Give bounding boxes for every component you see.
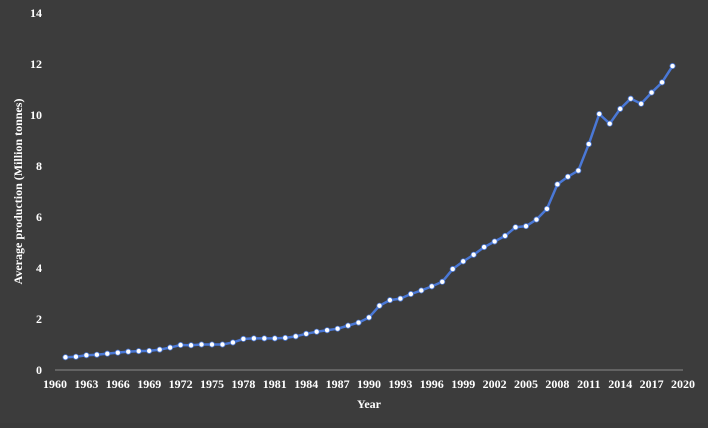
x-tick-label: 1978 (231, 377, 255, 391)
data-point (481, 244, 488, 251)
data-point (397, 295, 404, 302)
data-point (261, 335, 268, 342)
y-tick-label: 4 (36, 261, 42, 275)
data-point (585, 141, 592, 148)
x-tick-label: 2011 (577, 377, 600, 391)
data-point (460, 258, 467, 265)
data-point (240, 335, 247, 342)
data-point (282, 334, 289, 341)
data-point (470, 251, 477, 258)
data-point (83, 352, 90, 359)
data-point (407, 291, 414, 298)
data-point (219, 341, 226, 348)
data-point (648, 89, 655, 96)
x-tick-label: 2020 (671, 377, 695, 391)
x-tick-label: 1972 (169, 377, 193, 391)
data-point (596, 110, 603, 117)
series-line (65, 65, 674, 359)
data-point (523, 223, 530, 230)
data-point (135, 348, 142, 355)
data-point (313, 328, 320, 335)
x-tick-label: 2017 (640, 377, 664, 391)
data-point (271, 335, 278, 342)
data-point (564, 173, 571, 180)
data-point (554, 181, 561, 188)
data-point (114, 349, 121, 356)
data-point (617, 105, 624, 112)
data-point (198, 341, 205, 348)
data-point (659, 79, 666, 86)
data-point (512, 224, 519, 231)
data-point (93, 351, 100, 358)
x-tick-label: 1960 (43, 377, 67, 391)
data-point (428, 283, 435, 290)
y-tick-label: 2 (36, 312, 42, 326)
data-point (606, 120, 613, 127)
data-point (502, 232, 509, 239)
y-tick-labels: 0 2 4 6 8 10 12 14 (30, 6, 42, 377)
data-point (303, 330, 310, 337)
x-tick-label: 1993 (388, 377, 412, 391)
data-point (188, 342, 195, 349)
x-axis-title: Year (357, 397, 382, 411)
y-tick-label: 6 (36, 210, 42, 224)
data-point (167, 344, 174, 351)
data-point (208, 341, 215, 348)
data-point (292, 333, 299, 340)
data-point (449, 266, 456, 273)
data-points (62, 63, 676, 361)
x-tick-label: 2014 (608, 377, 632, 391)
x-tick-label: 2002 (483, 377, 507, 391)
data-point (125, 348, 132, 355)
data-point (627, 95, 634, 102)
data-point (638, 100, 645, 107)
x-tick-labels: 1960 1963 1966 1969 1972 1975 1978 1981 1984 1987… (43, 377, 695, 391)
data-point (345, 322, 352, 329)
data-point (324, 327, 331, 334)
x-tick-label: 1999 (451, 377, 475, 391)
data-point (376, 302, 383, 309)
y-tick-label: 10 (30, 108, 42, 122)
y-tick-label: 14 (30, 6, 42, 20)
data-point (229, 339, 236, 346)
x-tick-label: 1987 (326, 377, 350, 391)
x-tick-label: 1996 (420, 377, 444, 391)
data-point (386, 297, 393, 304)
x-tick-label: 1975 (200, 377, 224, 391)
x-tick-label: 1981 (263, 377, 287, 391)
x-tick-label: 1963 (74, 377, 98, 391)
x-tick-label: 1984 (294, 377, 318, 391)
x-tick-label: 1990 (357, 377, 381, 391)
data-point (543, 205, 550, 212)
x-tick-label: 1969 (137, 377, 161, 391)
data-point (250, 335, 257, 342)
data-point (156, 346, 163, 353)
data-point (104, 350, 111, 357)
data-point (533, 216, 540, 223)
x-tick-label: 2008 (545, 377, 569, 391)
data-point (334, 325, 341, 332)
y-axis-title: Average production (Million tonnes) (11, 99, 25, 285)
data-point (669, 63, 676, 70)
data-point (62, 354, 69, 361)
data-point (177, 342, 184, 349)
x-tick-label: 2005 (514, 377, 538, 391)
data-point (418, 287, 425, 294)
data-point (491, 238, 498, 245)
data-point (575, 167, 582, 174)
data-point (355, 319, 362, 326)
y-tick-label: 8 (36, 159, 42, 173)
x-tick-label: 1966 (106, 377, 130, 391)
data-point (439, 278, 446, 285)
data-point (365, 314, 372, 321)
y-tick-label: 0 (36, 363, 42, 377)
y-tick-label: 12 (30, 57, 42, 71)
data-point (146, 347, 153, 354)
data-point (72, 353, 79, 360)
